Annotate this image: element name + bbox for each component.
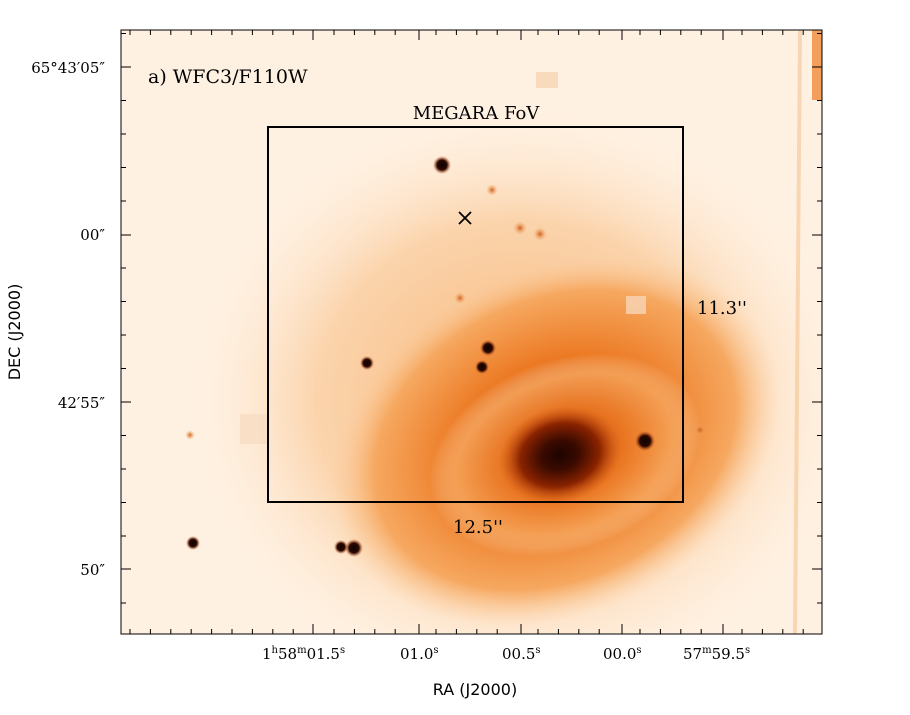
fov-width-label: 12.5'' bbox=[453, 517, 503, 538]
cross-marker bbox=[458, 211, 472, 225]
emission-knot bbox=[513, 221, 527, 235]
axis-ticks bbox=[121, 30, 822, 634]
masked-patch bbox=[536, 72, 558, 88]
point-source bbox=[334, 540, 348, 554]
emission-knot bbox=[694, 424, 706, 436]
ra-tick-label: 57m59.5s bbox=[683, 645, 750, 663]
galaxy-image bbox=[121, 30, 822, 634]
point-source bbox=[480, 340, 496, 356]
dec-axis-label: DEC (J2000) bbox=[5, 284, 24, 381]
panel-label: a) WFC3/F110W bbox=[148, 66, 308, 88]
point-source bbox=[475, 360, 489, 374]
point-source bbox=[345, 539, 363, 557]
emission-knot bbox=[486, 184, 498, 196]
edge-artifact bbox=[812, 30, 822, 100]
fov-height-label: 11.3'' bbox=[697, 298, 747, 319]
point-source bbox=[433, 156, 451, 174]
point-source bbox=[360, 356, 374, 370]
emission-knot bbox=[185, 430, 195, 440]
megara-fov-box bbox=[267, 126, 684, 503]
masked-patch bbox=[626, 296, 646, 314]
dec-tick-label: 50″ bbox=[80, 561, 105, 579]
ra-tick-labels: 1h58m01.5s 01.0s 00.5s 00.0s 57m59.5s bbox=[262, 645, 750, 663]
dec-tick-label: 42′55″ bbox=[58, 394, 106, 412]
dec-tick-label: 65°43′05″ bbox=[31, 59, 105, 77]
fov-label: MEGARA FoV bbox=[413, 103, 541, 124]
ra-tick-label: 00.5s bbox=[502, 645, 541, 663]
point-source bbox=[186, 536, 200, 550]
point-source bbox=[635, 431, 655, 451]
emission-knot bbox=[533, 227, 547, 241]
masked-patch bbox=[240, 414, 268, 444]
emission-knot bbox=[454, 292, 466, 304]
plot-frame bbox=[120, 29, 823, 635]
ra-tick-label: 1h58m01.5s bbox=[262, 645, 345, 663]
galaxy-bulge bbox=[498, 405, 622, 505]
dec-tick-label: 00″ bbox=[80, 226, 105, 244]
diffraction-streak bbox=[793, 30, 802, 634]
ra-axis-label: RA (J2000) bbox=[433, 680, 517, 699]
ra-tick-label: 00.0s bbox=[603, 645, 642, 663]
ra-tick-label: 01.0s bbox=[400, 645, 439, 663]
